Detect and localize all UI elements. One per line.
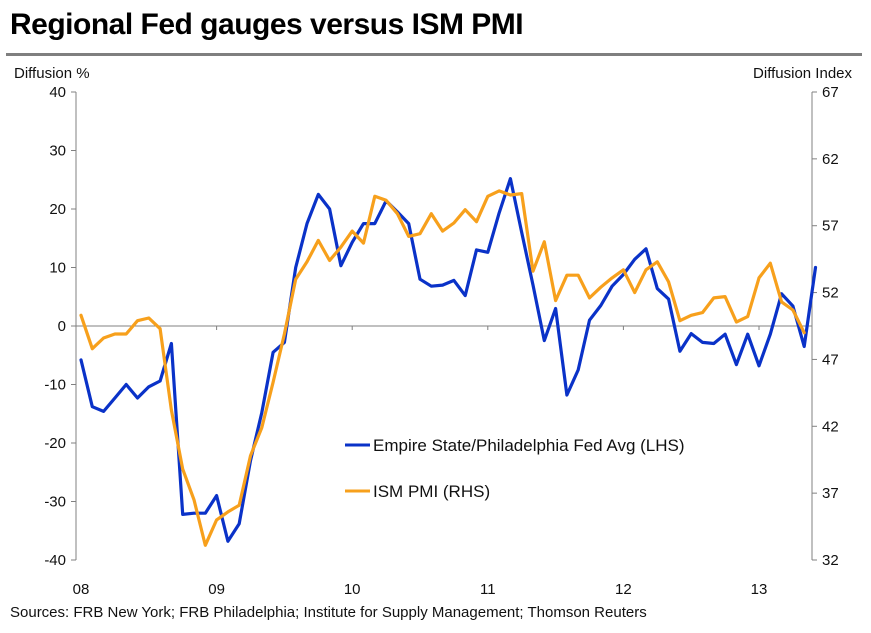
x-tick-label: 09 (208, 581, 225, 598)
right-axis-title: Diffusion Index (753, 65, 852, 82)
legend-label-empire-philly: Empire State/Philadelphia Fed Avg (LHS) (373, 436, 685, 455)
source-note: Sources: FRB New York; FRB Philadelphia;… (10, 604, 647, 621)
left-tick-label: -40 (44, 552, 66, 569)
left-axis-title: Diffusion % (14, 65, 90, 82)
right-tick-label: 32 (822, 552, 839, 569)
left-tick-label: -10 (44, 377, 66, 394)
right-tick-label: 37 (822, 485, 839, 502)
left-tick-label: 10 (49, 260, 66, 277)
chart-title: Regional Fed gauges versus ISM PMI (10, 8, 524, 41)
left-tick-label: 40 (49, 84, 66, 101)
left-tick-label: 20 (49, 201, 66, 218)
left-tick-label: -30 (44, 494, 66, 511)
axes: 40 30 20 10 0 -10 -20 -30 -40 67 62 57 52 47 42 37 32 08 0… (44, 84, 838, 598)
legend-label-ism-pmi: ISM PMI (RHS) (373, 482, 490, 501)
title-divider (6, 53, 862, 56)
legend: Empire State/Philadelphia Fed Avg (LHS) … (345, 436, 685, 501)
right-tick-label: 47 (822, 351, 839, 368)
x-tick-label: 13 (751, 581, 768, 598)
left-tick-label: 30 (49, 143, 66, 160)
right-tick-label: 62 (822, 151, 839, 168)
series-line-empire-philly (79, 177, 818, 543)
left-tick-label: 0 (58, 318, 66, 335)
x-tick-label: 10 (344, 581, 361, 598)
series-points-ism-pmi (80, 190, 805, 546)
series-layer (79, 177, 818, 547)
x-tick-label: 08 (73, 581, 90, 598)
left-tick-label: -20 (44, 435, 66, 452)
x-tick-label: 12 (615, 581, 632, 598)
right-tick-label: 57 (822, 218, 839, 235)
right-tick-label: 42 (822, 418, 839, 435)
x-tick-label: 11 (480, 581, 496, 598)
right-tick-label: 67 (822, 84, 839, 101)
right-tick-label: 52 (822, 285, 839, 302)
